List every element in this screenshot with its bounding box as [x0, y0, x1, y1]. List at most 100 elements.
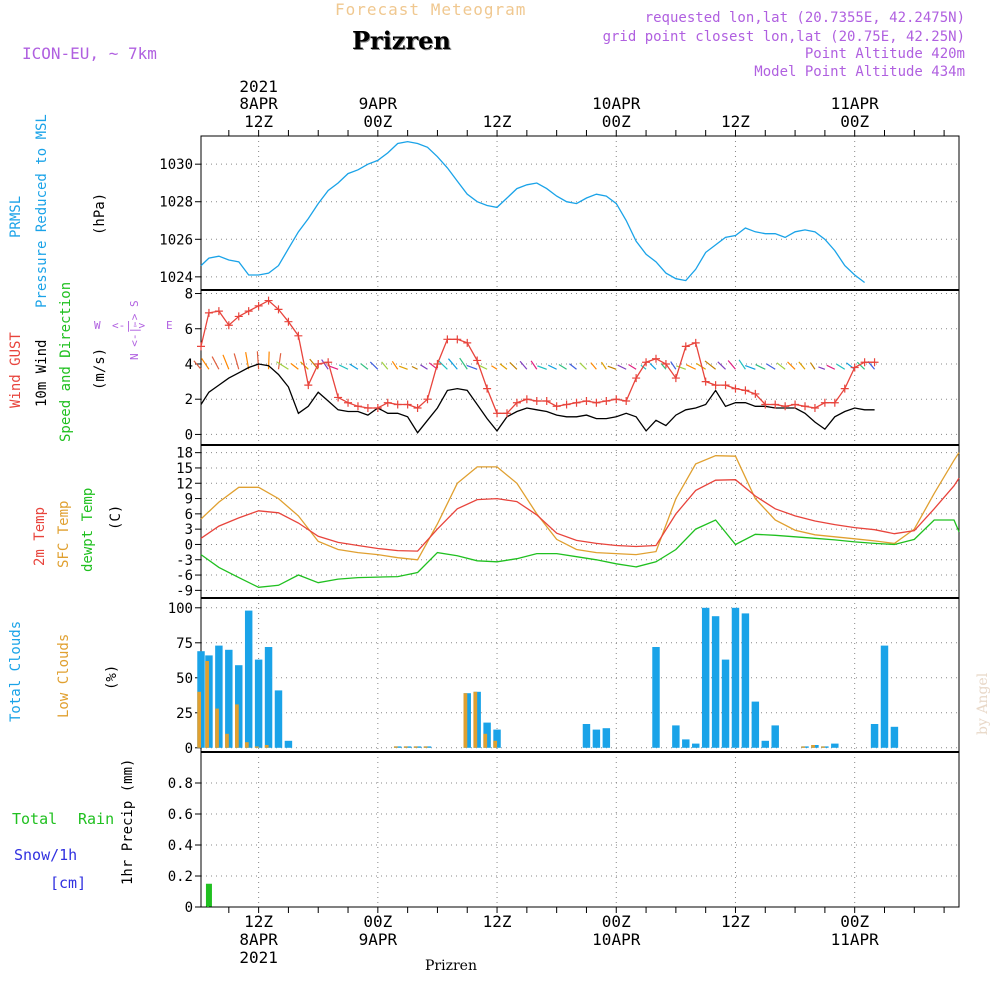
gust-marker	[234, 312, 243, 321]
wind-arrow	[744, 365, 756, 370]
gust-marker	[493, 409, 502, 418]
wind-arrow	[369, 361, 379, 370]
top-date-day: 9APR	[359, 94, 398, 113]
y-tick-label: 6	[185, 507, 193, 523]
bottom-date-hour: 12Z	[244, 912, 273, 931]
gust-marker	[353, 402, 362, 411]
gust-marker	[284, 317, 293, 326]
panel-frame	[200, 444, 960, 599]
snow-label: Snow/1h	[14, 846, 78, 864]
low-cloud-bar	[801, 746, 806, 748]
wind-arrow	[686, 364, 696, 370]
total-cloud-bar	[741, 613, 750, 748]
gust-marker	[870, 358, 879, 367]
gust-marker	[850, 363, 859, 372]
y-tick-label: 4	[185, 357, 193, 373]
gust-marker	[542, 396, 551, 405]
wind-arrow	[391, 360, 399, 370]
gust-marker	[413, 404, 422, 413]
wind-arrow	[649, 362, 657, 370]
wind-arrow	[459, 357, 468, 370]
wind-arrow	[670, 361, 677, 370]
gust-marker	[721, 381, 730, 390]
gust-marker	[552, 402, 561, 411]
gust-marker	[224, 321, 233, 330]
y-tick-label: 2	[185, 392, 193, 408]
wind-arrow	[676, 365, 687, 370]
wind-arrow	[704, 360, 716, 370]
wind-arrow	[569, 363, 577, 370]
bottom-date-hour: 00Z	[363, 912, 392, 931]
gust-marker	[502, 409, 511, 418]
wind-arrow	[193, 360, 202, 370]
gust-marker	[711, 381, 720, 390]
wind-gust-line	[200, 299, 875, 414]
wind-arrow	[233, 353, 240, 370]
gust-marker	[512, 398, 521, 407]
total-cloud-bar	[274, 690, 283, 748]
gust-marker	[433, 359, 442, 368]
wind-arrow	[509, 361, 518, 370]
gust-marker	[801, 402, 810, 411]
total-cloud-bar	[493, 729, 501, 748]
wind-arrow	[201, 357, 210, 370]
gust-marker	[473, 356, 482, 365]
snow-unit: [cm]	[50, 874, 87, 892]
total-cloud-bar	[731, 607, 740, 748]
gust-marker	[294, 331, 303, 340]
y-tick-label: 3	[185, 522, 193, 538]
wind-arrow	[776, 362, 786, 370]
y-tick-label: 8	[185, 287, 193, 303]
y-tick-label: 0.6	[168, 807, 193, 823]
low-cloud-bar	[473, 691, 478, 748]
wind-arrow	[765, 363, 776, 370]
total-cloud-bar	[870, 724, 879, 748]
total-cloud-bar	[672, 725, 680, 748]
low-cloud-bar	[235, 704, 239, 748]
panel-frame	[200, 751, 960, 908]
grid-point-coords: grid point closest lon,lat (20.75E, 42.2…	[602, 29, 965, 45]
total-cloud-bar	[890, 726, 899, 748]
gust-marker	[572, 398, 581, 407]
low-cloud-bar	[463, 693, 468, 748]
gust-marker	[602, 396, 611, 405]
gust-marker	[582, 396, 591, 405]
bottom-date-hour: 12Z	[483, 912, 512, 931]
wind-arrow	[381, 361, 389, 370]
y-tick-label: -6	[176, 568, 193, 584]
gust-marker	[661, 359, 670, 368]
y-tick-label: 75	[176, 636, 193, 652]
bottom-date-year: 2021	[239, 948, 278, 967]
gust-marker	[701, 377, 710, 386]
gust-marker	[264, 296, 273, 305]
wind-arrow	[846, 362, 856, 370]
total-cloud-bar	[582, 724, 591, 748]
wind-arrow	[360, 363, 369, 370]
gust-marker	[741, 386, 750, 395]
low-cloud-bar	[821, 746, 825, 748]
low-cloud-bar	[244, 742, 249, 748]
total-cloud-bar	[244, 610, 253, 748]
gust-marker	[244, 307, 253, 316]
gust-marker	[562, 400, 571, 409]
total-cloud-bar	[254, 659, 263, 748]
total-cloud-bar	[602, 728, 611, 748]
wind-arrow	[211, 356, 220, 370]
total-cloud-bar	[652, 647, 660, 748]
wind-arrow	[222, 354, 230, 370]
wind-arrow	[628, 363, 637, 370]
requested-coords: requested lon,lat (20.7355E, 42.2475N)	[644, 10, 965, 26]
wind-arrow	[579, 362, 587, 370]
top-date-day: 11APR	[831, 94, 880, 113]
y-tick-label: 100	[168, 601, 193, 617]
y-tick-label: 15	[176, 461, 193, 477]
y-tick-label: 0.8	[168, 776, 193, 792]
wind-arrow	[437, 359, 448, 370]
gust-marker	[840, 384, 849, 393]
faded-title: Forecast Meteogram	[335, 0, 527, 19]
wind-arrow	[548, 364, 557, 370]
total-cloud-bar	[701, 607, 710, 748]
wind-arrow	[338, 364, 349, 370]
footer-location: Prizren	[425, 958, 477, 974]
